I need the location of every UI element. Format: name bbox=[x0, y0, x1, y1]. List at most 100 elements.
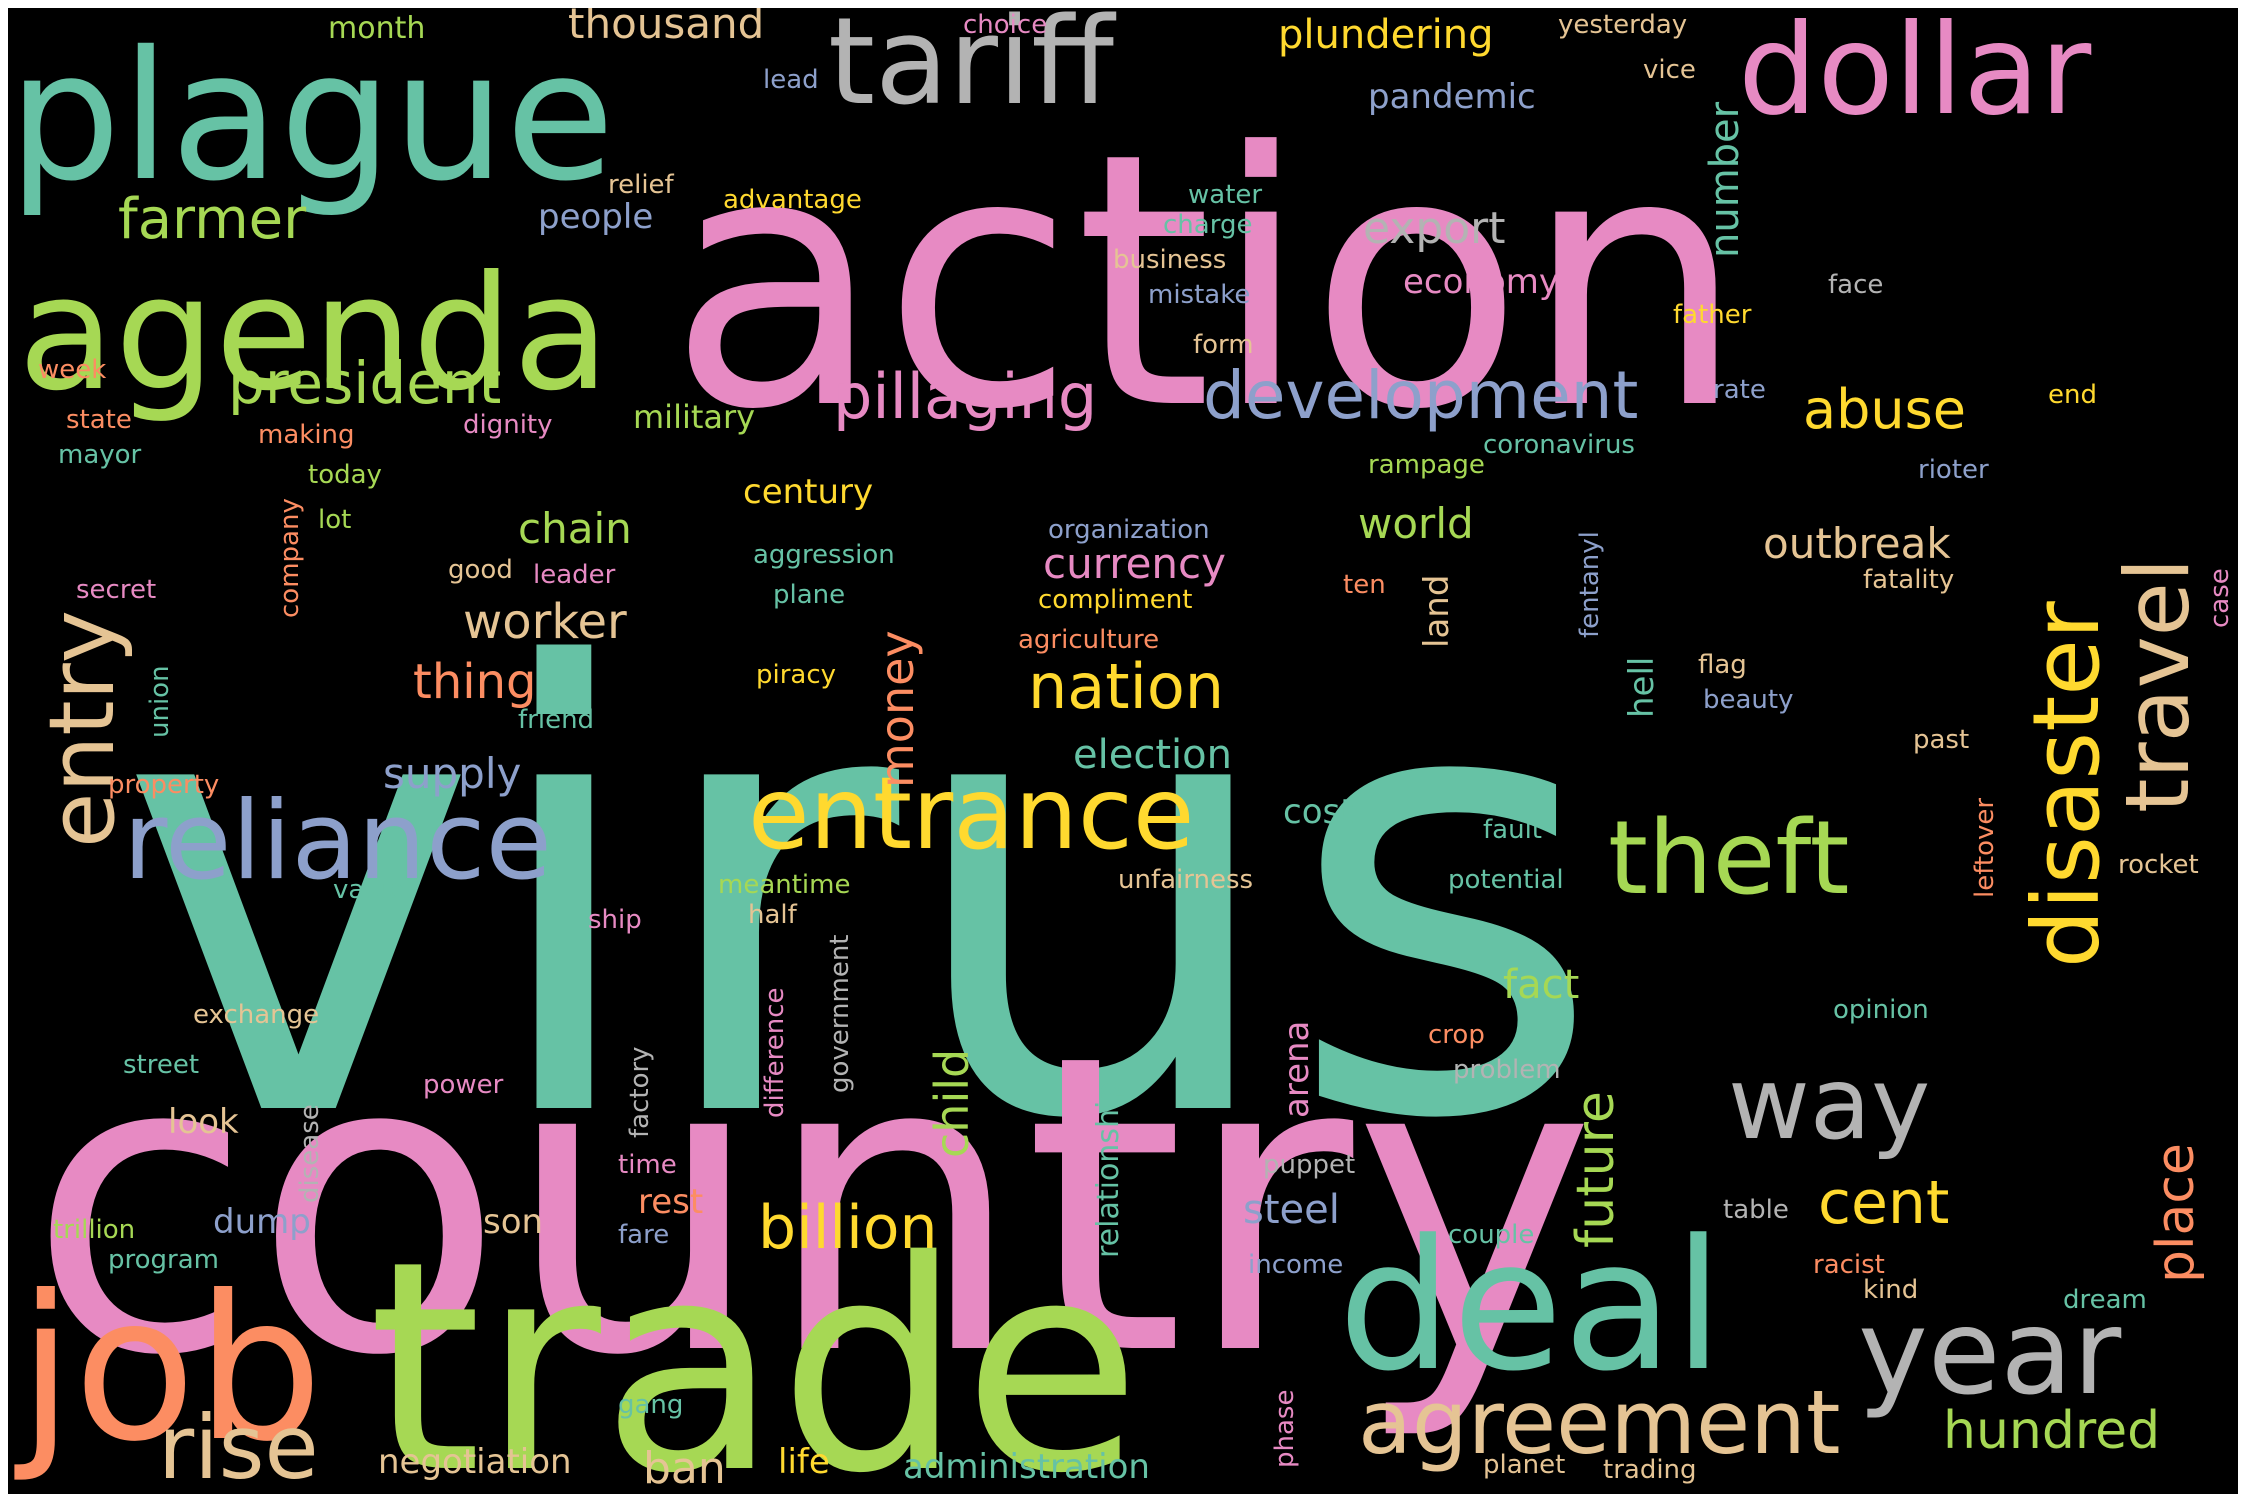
word-supply: supply bbox=[383, 749, 521, 798]
word-past: past bbox=[1913, 725, 1969, 755]
word-agriculture: agriculture bbox=[1018, 625, 1159, 655]
word-job: job bbox=[14, 1253, 323, 1486]
word-military: military bbox=[633, 398, 755, 436]
word-negotiation: negotiation bbox=[378, 1442, 572, 1482]
word-form: form bbox=[1193, 330, 1254, 360]
word-cloud: virus country action trade plague agenda tarif… bbox=[8, 8, 2238, 1494]
word-tariff: tariff bbox=[828, 8, 1116, 132]
word-worker: worker bbox=[463, 594, 627, 650]
word-advantage: advantage bbox=[723, 185, 862, 215]
word-potential: potential bbox=[1448, 865, 1564, 895]
word-exchange: exchange bbox=[193, 1000, 319, 1030]
word-organization: organization bbox=[1048, 515, 1210, 545]
word-currency: currency bbox=[1043, 539, 1226, 588]
word-kind: kind bbox=[1863, 1275, 1918, 1305]
word-factory: factory bbox=[625, 1046, 655, 1138]
word-fault: fault bbox=[1483, 815, 1542, 845]
word-phase: phase bbox=[1270, 1390, 1300, 1468]
word-agenda: agenda bbox=[18, 242, 610, 426]
word-disaster: disaster bbox=[2013, 601, 2120, 968]
word-dump: dump bbox=[213, 1202, 311, 1242]
word-government: government bbox=[825, 934, 855, 1093]
word-president: president bbox=[228, 349, 501, 417]
word-face: face bbox=[1828, 270, 1883, 300]
word-meantime: meantime bbox=[718, 870, 850, 900]
word-reliance: reliance bbox=[123, 779, 552, 904]
word-mayor: mayor bbox=[58, 440, 142, 470]
word-fatality: fatality bbox=[1863, 565, 1954, 595]
word-deal: deal bbox=[1338, 1202, 1723, 1411]
word-travel: travel bbox=[2106, 558, 2209, 813]
word-thousand: thousand bbox=[568, 8, 764, 48]
word-country: country bbox=[28, 967, 1596, 1445]
word-land: land bbox=[1417, 575, 1457, 648]
word-administration: administration bbox=[903, 1447, 1150, 1487]
word-plane: plane bbox=[773, 580, 845, 610]
word-puppet: puppet bbox=[1263, 1150, 1355, 1180]
word-dollar: dollar bbox=[1738, 8, 2092, 143]
word-trade: trade bbox=[368, 1200, 1141, 1494]
word-difference: difference bbox=[760, 987, 790, 1118]
word-value: value bbox=[333, 875, 404, 905]
word-entry: entry bbox=[30, 610, 135, 848]
word-gang: gang bbox=[618, 1390, 683, 1420]
word-election: election bbox=[1073, 732, 1232, 778]
word-coronavirus: coronavirus bbox=[1483, 430, 1635, 460]
word-world: world bbox=[1358, 499, 1474, 548]
word-beauty: beauty bbox=[1703, 685, 1794, 715]
word-look: look bbox=[168, 1102, 239, 1142]
word-son: son bbox=[483, 1202, 543, 1242]
word-trading: trading bbox=[1603, 1455, 1697, 1485]
word-charge: charge bbox=[1163, 210, 1252, 240]
word-union: union bbox=[145, 665, 175, 738]
word-plague: plague bbox=[8, 13, 615, 220]
word-hundred: hundred bbox=[1943, 1401, 2160, 1461]
word-end: end bbox=[2048, 380, 2097, 410]
word-relief: relief bbox=[608, 170, 675, 200]
word-farmer: farmer bbox=[118, 187, 307, 252]
word-development: development bbox=[1203, 357, 1638, 434]
word-state: state bbox=[66, 405, 132, 435]
word-child: child bbox=[925, 1049, 979, 1158]
word-billion: billion bbox=[758, 1193, 938, 1263]
word-thing: thing bbox=[413, 654, 536, 710]
word-people: people bbox=[538, 197, 653, 237]
word-rocket: rocket bbox=[2118, 850, 2199, 880]
word-lead: lead bbox=[763, 65, 819, 95]
word-action: action bbox=[668, 78, 1745, 486]
word-yesterday: yesterday bbox=[1558, 10, 1687, 40]
word-unfairness: unfairness bbox=[1118, 865, 1253, 895]
word-program: program bbox=[108, 1245, 219, 1275]
word-fare: fare bbox=[618, 1220, 669, 1250]
word-month: month bbox=[328, 11, 425, 46]
word-leader: leader bbox=[533, 560, 616, 590]
word-vice: vice bbox=[1643, 55, 1696, 85]
word-rampage: rampage bbox=[1368, 450, 1485, 480]
word-water: water bbox=[1188, 180, 1262, 210]
word-cent: cent bbox=[1818, 1168, 1949, 1238]
word-hell: hell bbox=[1622, 657, 1662, 718]
word-pandemic: pandemic bbox=[1368, 77, 1536, 117]
word-secret: secret bbox=[76, 575, 156, 605]
word-dignity: dignity bbox=[463, 410, 553, 440]
word-problem: problem bbox=[1453, 1055, 1561, 1085]
word-half: half bbox=[748, 900, 798, 930]
word-ten: ten bbox=[1343, 570, 1386, 600]
word-fentanyl: fentanyl bbox=[1575, 531, 1605, 638]
word-crop: crop bbox=[1428, 1020, 1485, 1050]
word-father: father bbox=[1673, 300, 1752, 330]
word-rise: rise bbox=[158, 1396, 319, 1494]
word-planet: planet bbox=[1483, 1450, 1565, 1480]
word-today: today bbox=[308, 460, 382, 490]
word-business: business bbox=[1113, 245, 1226, 275]
word-ban: ban bbox=[643, 1443, 726, 1494]
word-week: week bbox=[38, 355, 106, 385]
word-property: property bbox=[108, 770, 219, 800]
word-disease: disease bbox=[295, 1104, 325, 1203]
word-arena: arena bbox=[1277, 1021, 1317, 1118]
word-number: number bbox=[1702, 101, 1748, 258]
word-piracy: piracy bbox=[756, 660, 836, 690]
word-ship: ship bbox=[588, 905, 642, 935]
word-rioter: rioter bbox=[1918, 455, 1989, 485]
